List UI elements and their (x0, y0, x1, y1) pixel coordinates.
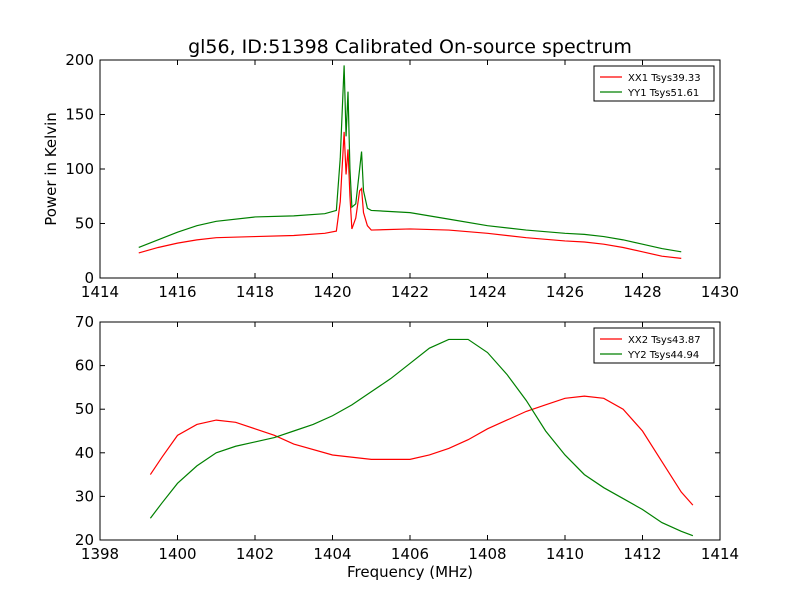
x-tick-label: 1424 (468, 283, 506, 301)
legend-label: XX1 Tsys39.33 (628, 73, 701, 84)
chart-title: gl56, ID:51398 Calibrated On-source spec… (188, 36, 632, 58)
y-tick-label: 30 (75, 487, 94, 505)
top-panel: 1414 1416 1418 1420 1422 1424 1426 1428 1430 0 50 1… (42, 51, 739, 301)
legend-label: YY1 Tsys51.61 (627, 88, 699, 99)
x-tick-label: 1430 (701, 283, 739, 301)
x-tick-label: 1408 (468, 545, 506, 563)
y-tick-label: 50 (75, 215, 94, 233)
bottom-panel: 1398 1400 1402 1404 1406 1408 1410 1412 1414 20 30… (75, 313, 739, 581)
x-tick-label: 1426 (546, 283, 584, 301)
x-tick-label: 1414 (81, 283, 119, 301)
x-tick-label: 1402 (236, 545, 274, 563)
x-tick-label: 1400 (158, 545, 196, 563)
x-tick-label: 1398 (81, 545, 119, 563)
x-axis-label: Frequency (MHz) (347, 563, 473, 581)
legend-box (593, 65, 715, 102)
y-tick-label: 200 (65, 51, 94, 69)
legend-label: XX2 Tsys43.87 (628, 335, 701, 346)
x-tick-label: 1416 (158, 283, 196, 301)
legend-box (593, 327, 715, 364)
y-tick-label: 0 (84, 269, 94, 287)
series-line-yy1 (138, 65, 682, 253)
series-line-yy2 (149, 338, 694, 537)
series-line-xx2 (149, 395, 694, 506)
y-tick-label: 60 (75, 357, 94, 375)
y-tick-label: 40 (75, 444, 94, 462)
y-axis-label: Power in Kelvin (42, 112, 60, 226)
y-tick-label: 100 (65, 160, 94, 178)
legend: XX2 Tsys43.87 YY2 Tsys44.94 (593, 327, 715, 364)
legend-label: YY2 Tsys44.94 (627, 350, 699, 361)
x-tick-label: 1410 (546, 545, 584, 563)
x-tick-label: 1422 (391, 283, 429, 301)
y-tick-label: 70 (75, 313, 94, 331)
x-tick-label: 1420 (313, 283, 351, 301)
y-tick-label: 150 (65, 106, 94, 124)
x-tick-label: 1414 (701, 545, 739, 563)
x-tick-label: 1418 (236, 283, 274, 301)
x-tick-label: 1404 (313, 545, 351, 563)
x-tick-label: 1428 (623, 283, 661, 301)
series-line-xx1 (138, 131, 682, 259)
x-tick-label: 1406 (391, 545, 429, 563)
x-tick-label: 1412 (623, 545, 661, 563)
y-tick-label: 20 (75, 531, 94, 549)
legend: XX1 Tsys39.33 YY1 Tsys51.61 (593, 65, 715, 102)
y-tick-label: 50 (75, 400, 94, 418)
